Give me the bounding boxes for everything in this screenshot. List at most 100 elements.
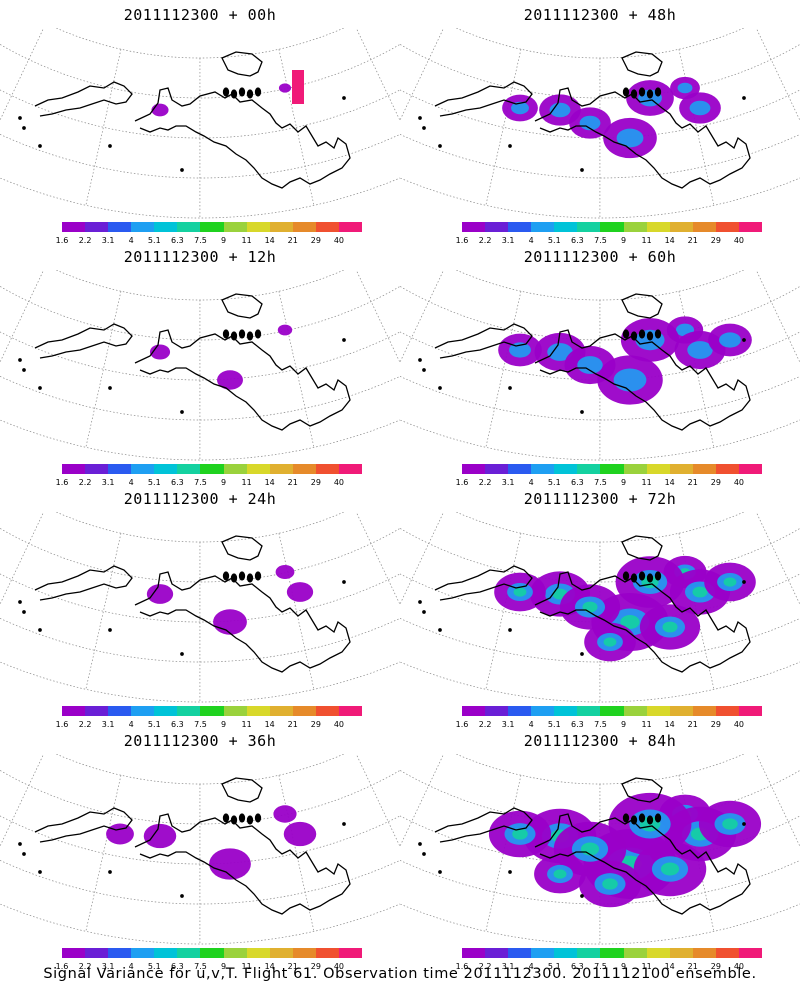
colorbar-swatch (85, 706, 109, 716)
colorbar-swatch (554, 222, 578, 232)
colorbar-tick-label: 5.1 (147, 236, 161, 245)
colorbar-tick-label: 9 (220, 236, 227, 245)
colorbar-swatch (715, 706, 739, 716)
colorbar-tick-label: 3.1 (501, 478, 515, 487)
colorbar-tick-label: 2.2 (478, 720, 492, 729)
colorbar-tick-label: 11 (641, 720, 652, 729)
colorbar-swatch (338, 464, 363, 474)
lat-lon-grid (0, 512, 400, 703)
colorbar-tick-label: 3.1 (101, 478, 115, 487)
colorbar-swatch (715, 948, 739, 958)
colorbar-tick-label: 7.5 (594, 720, 607, 729)
colorbar-tick-label: 40 (333, 478, 345, 487)
colorbar-tick-label: 40 (733, 236, 745, 245)
colorbar-tick-label: 6.3 (171, 962, 184, 971)
map-panel: 2011112300 + 12h 1.6 2.2 3.1 4 5.1 6.3 7.5 9 11 14… (0, 242, 400, 487)
colorbar-tick-label: 5.1 (547, 478, 561, 487)
colorbar-tick-label: 1.6 (455, 478, 469, 487)
colorbar (62, 464, 363, 476)
colorbar-swatch (508, 706, 532, 716)
colorbar-swatch (246, 464, 270, 474)
colorbar-labels: 1.6 2.2 3.1 4 5.1 6.3 7.5 9 11 14 21 29 40 (56, 720, 362, 730)
colorbar-tick-label: 7.5 (194, 478, 207, 487)
colorbar-tick-label: 3.1 (101, 236, 115, 245)
colorbar-tick-label: 7.5 (194, 236, 207, 245)
colorbar-tick-label: 29 (710, 478, 721, 487)
colorbar-tick-label: 6.3 (571, 962, 584, 971)
colorbar-tick-label: 2.2 (78, 962, 92, 971)
colorbar-tick-label: 3.1 (501, 962, 515, 971)
colorbar-tick-label: 14 (264, 478, 275, 487)
colorbar-swatch (508, 222, 532, 232)
colorbar-swatch (269, 222, 293, 232)
colorbar-swatch (623, 464, 647, 474)
colorbar (62, 706, 363, 718)
colorbar-tick-label: 40 (733, 720, 745, 729)
colorbar-tick-label: 11 (641, 962, 652, 971)
colorbar-tick-label: 9 (620, 236, 627, 245)
colorbar-tick-label: 5.1 (147, 478, 161, 487)
lat-lon-grid (400, 28, 800, 219)
colorbar-tick-label: 21 (287, 478, 298, 487)
colorbar-swatch (154, 948, 178, 958)
colorbar-tick-label: 21 (687, 720, 698, 729)
polar-map (400, 512, 800, 703)
colorbar-tick-label: 2.2 (78, 478, 92, 487)
colorbar-tick-label: 4 (528, 962, 534, 971)
colorbar-swatch (669, 464, 693, 474)
coastlines (18, 535, 351, 673)
colorbar-swatch (623, 222, 647, 232)
colorbar-swatch (462, 706, 486, 716)
colorbar-labels: 1.6 2.2 3.1 4 5.1 6.3 7.5 9 11 14 21 29 40 (56, 962, 362, 972)
colorbar-swatch (692, 706, 716, 716)
panel-title: 2011112300 + 36h (123, 732, 277, 750)
colorbar-swatch (108, 706, 132, 716)
polar-map (0, 270, 400, 461)
colorbar-swatch (292, 948, 316, 958)
colorbar-tick-label: 5.1 (547, 720, 561, 729)
colorbar-tick-label: 6.3 (571, 478, 584, 487)
colorbar-swatch (692, 948, 716, 958)
colorbar-tick-label: 7.5 (194, 962, 207, 971)
colorbar-swatch (154, 222, 178, 232)
colorbar-swatch (646, 706, 670, 716)
colorbar-swatch (62, 948, 86, 958)
colorbar-swatch (223, 948, 247, 958)
colorbar-swatch (177, 222, 201, 232)
colorbar-swatch (200, 464, 224, 474)
colorbar-tick-label: 40 (333, 720, 345, 729)
colorbar-tick-label: 2.2 (478, 236, 492, 245)
colorbar-swatch (738, 706, 763, 716)
colorbar-swatch (669, 948, 693, 958)
colorbar-swatch (246, 706, 270, 716)
colorbar-tick-label: 21 (687, 962, 698, 971)
colorbar-tick-label: 9 (620, 720, 627, 729)
colorbar-swatch (177, 948, 201, 958)
colorbar-tick-label: 1.6 (55, 236, 69, 245)
colorbar-swatch (531, 706, 555, 716)
colorbar-swatch (577, 706, 601, 716)
colorbar-swatch (577, 464, 601, 474)
panel-title: 2011112300 + 72h (523, 490, 677, 508)
colorbar-swatch (200, 948, 224, 958)
colorbar (462, 948, 763, 960)
colorbar-swatch (508, 464, 532, 474)
colorbar-swatch (338, 706, 363, 716)
colorbar-swatch (223, 706, 247, 716)
colorbar-tick-label: 14 (664, 478, 675, 487)
colorbar-swatch (246, 948, 270, 958)
colorbar-tick-label: 29 (310, 478, 321, 487)
colorbar-labels: 1.6 2.2 3.1 4 5.1 6.3 7.5 9 11 14 21 29 40 (56, 478, 362, 488)
polar-map (0, 512, 400, 703)
coastlines (418, 535, 751, 673)
panel-title: 2011112300 + 24h (123, 490, 277, 508)
colorbar-swatch (531, 948, 555, 958)
polar-map (400, 28, 800, 219)
colorbar-swatch (715, 222, 739, 232)
colorbar-swatch (131, 222, 155, 232)
colorbar-swatch (738, 222, 763, 232)
colorbar-swatch (62, 706, 86, 716)
colorbar-swatch (85, 948, 109, 958)
colorbar-swatch (292, 464, 316, 474)
colorbar-tick-label: 7.5 (594, 962, 607, 971)
